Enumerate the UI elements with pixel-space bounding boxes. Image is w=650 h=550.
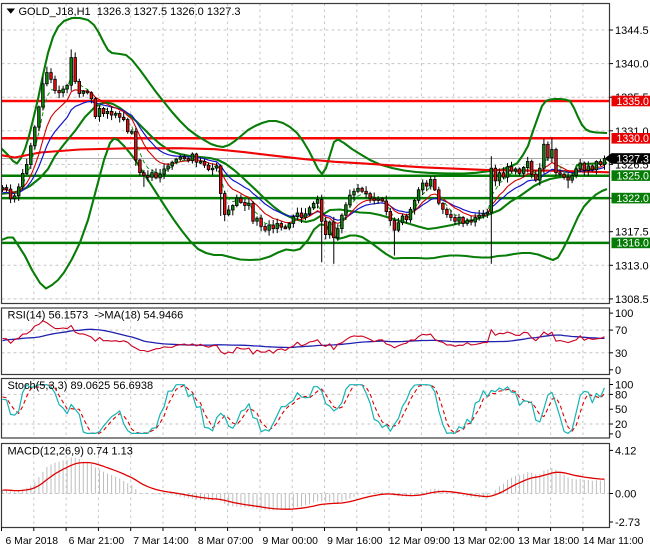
svg-text:4.12: 4.12 xyxy=(615,445,636,457)
svg-text:0.00: 0.00 xyxy=(615,489,636,501)
svg-text:80: 80 xyxy=(615,389,627,401)
svg-text:0: 0 xyxy=(615,365,621,377)
svg-text:20: 20 xyxy=(615,419,627,431)
svg-text:1340.0: 1340.0 xyxy=(615,59,649,71)
svg-text:1316.0: 1316.0 xyxy=(617,238,650,250)
svg-text:14 Mar 11:00: 14 Mar 11:00 xyxy=(583,536,644,547)
svg-text:1322.0: 1322.0 xyxy=(617,193,650,205)
svg-text:1330.0: 1330.0 xyxy=(617,133,650,145)
svg-text:1325.0: 1325.0 xyxy=(617,171,650,183)
svg-text:100: 100 xyxy=(615,380,633,392)
svg-text:RSI(14) 56.1573 ->MA(18) 54.9: RSI(14) 56.1573 ->MA(18) 54.9466 xyxy=(8,310,184,322)
svg-text:1313.0: 1313.0 xyxy=(615,260,649,272)
svg-text:1335.0: 1335.0 xyxy=(617,96,650,108)
svg-text:30: 30 xyxy=(615,348,627,360)
svg-text:0: 0 xyxy=(615,429,621,441)
svg-text:-2.73: -2.73 xyxy=(615,517,640,529)
svg-text:50: 50 xyxy=(615,404,627,416)
svg-text:6 Mar 2018: 6 Mar 2018 xyxy=(6,536,59,547)
svg-text:7 Mar 14:00: 7 Mar 14:00 xyxy=(133,536,189,547)
svg-text:MACD(12,26,9) 0.74 1.13: MACD(12,26,9) 0.74 1.13 xyxy=(8,446,133,458)
svg-text:9 Mar 00:00: 9 Mar 00:00 xyxy=(262,536,318,547)
svg-text:12 Mar 09:00: 12 Mar 09:00 xyxy=(389,536,450,547)
svg-text:70: 70 xyxy=(615,325,627,337)
svg-text:GOLD_J18,H1 1326.3 1327.5 132: GOLD_J18,H1 1326.3 1327.5 1326.0 1327.3 xyxy=(19,6,241,18)
svg-text:13 Mar 18:00: 13 Mar 18:00 xyxy=(518,536,579,547)
svg-text:13 Mar 02:00: 13 Mar 02:00 xyxy=(453,536,514,547)
svg-text:100: 100 xyxy=(615,308,633,320)
svg-text:8 Mar 07:00: 8 Mar 07:00 xyxy=(198,536,254,547)
svg-text:1344.5: 1344.5 xyxy=(615,25,649,37)
svg-text:Stoch(5,3,3) 89.0625 56.6938: Stoch(5,3,3) 89.0625 56.6938 xyxy=(8,380,154,392)
svg-text:1327.3: 1327.3 xyxy=(617,153,650,165)
svg-text:1308.5: 1308.5 xyxy=(615,294,649,306)
svg-text:9 Mar 16:00: 9 Mar 16:00 xyxy=(327,536,383,547)
svg-text:1317.5: 1317.5 xyxy=(615,227,649,239)
svg-text:6 Mar 21:00: 6 Mar 21:00 xyxy=(69,536,125,547)
